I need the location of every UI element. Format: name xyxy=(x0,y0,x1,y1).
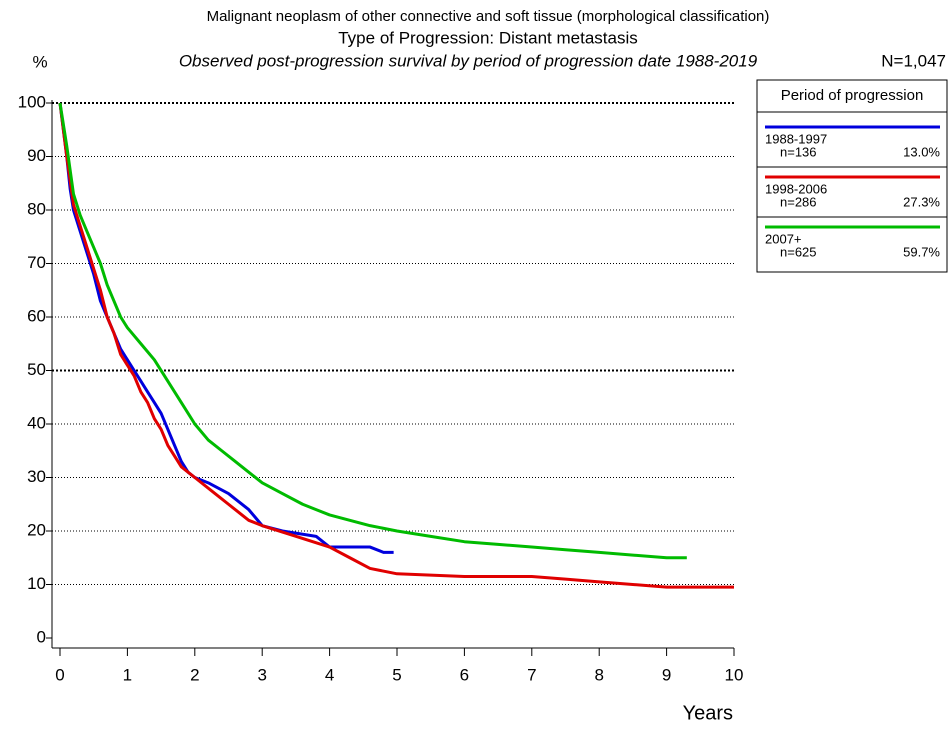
legend-count: n=136 xyxy=(780,144,817,159)
y-tick-label: 20 xyxy=(27,520,46,539)
y-tick-label: 80 xyxy=(27,199,46,218)
legend-label: 1998-2006 xyxy=(765,181,827,196)
x-axis-label: Years xyxy=(683,702,733,724)
x-tick-label: 6 xyxy=(460,665,469,684)
x-tick-label: 3 xyxy=(257,665,266,684)
y-tick-label: 50 xyxy=(27,360,46,379)
survival-line xyxy=(58,102,687,560)
legend-label: 2007+ xyxy=(765,231,802,246)
y-tick-label: 90 xyxy=(27,146,46,165)
legend-percent: 13.0% xyxy=(903,144,940,159)
legend-title: Period of progression xyxy=(781,87,924,104)
y-axis-label: % xyxy=(32,52,47,71)
legend-label: 1988-1997 xyxy=(765,131,827,146)
total-label: N=1,047 xyxy=(881,51,946,70)
x-tick-label: 5 xyxy=(392,665,401,684)
x-tick-label: 0 xyxy=(55,665,64,684)
y-tick-label: 70 xyxy=(27,253,46,272)
chart-description: Observed post-progression survival by pe… xyxy=(179,51,758,70)
legend-count: n=286 xyxy=(780,194,817,209)
survival-line xyxy=(58,102,394,554)
x-tick-label: 10 xyxy=(725,665,744,684)
legend-count: n=625 xyxy=(780,244,817,259)
y-tick-label: 100 xyxy=(18,92,46,111)
y-tick-label: 40 xyxy=(27,413,46,432)
x-tick-label: 9 xyxy=(662,665,671,684)
legend-percent: 27.3% xyxy=(903,194,940,209)
legend-box xyxy=(756,79,948,273)
y-tick-label: 60 xyxy=(27,306,46,325)
y-tick-label: 30 xyxy=(27,467,46,486)
y-tick-label: 10 xyxy=(27,574,46,593)
x-tick-label: 4 xyxy=(325,665,334,684)
x-tick-label: 8 xyxy=(594,665,603,684)
survival-line xyxy=(58,102,734,589)
legend-percent: 59.7% xyxy=(903,244,940,259)
x-tick-label: 2 xyxy=(190,665,199,684)
chart-title: Malignant neoplasm of other connective a… xyxy=(207,8,770,25)
chart-subtitle: Type of Progression: Distant metastasis xyxy=(338,28,638,47)
x-tick-label: 7 xyxy=(527,665,536,684)
y-tick-label: 0 xyxy=(37,627,46,646)
x-tick-label: 1 xyxy=(123,665,132,684)
